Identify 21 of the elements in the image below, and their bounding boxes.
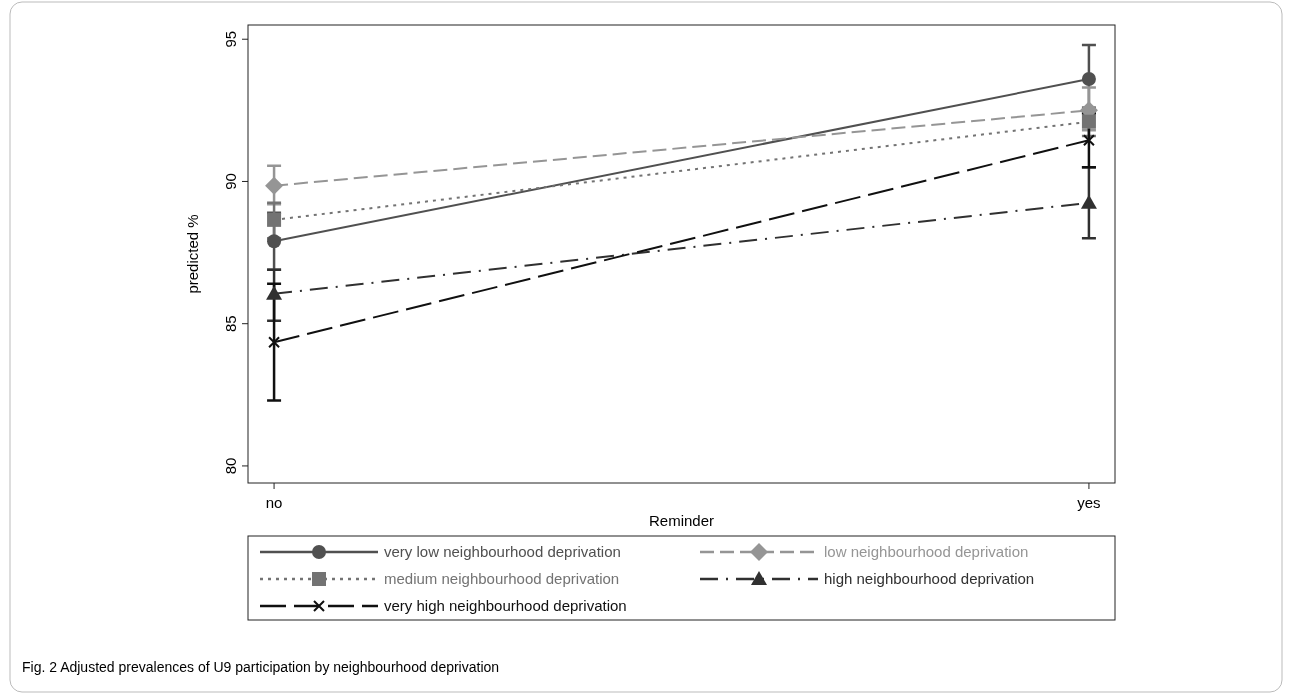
point: [268, 336, 281, 349]
x-axis-title: Reminder: [648, 512, 715, 529]
point: [265, 176, 284, 195]
point: [1082, 134, 1095, 147]
y-tick-label: 95: [222, 30, 239, 48]
text: medium neighbourhood deprivation: [384, 570, 620, 587]
text: high neighbourhood deprivation: [824, 570, 1035, 587]
point: [267, 234, 282, 249]
caption: Fig. 2 Adjusted prevalences of U9 participation by neighbourhood deprivation: [22, 659, 500, 675]
y-tick-label: 90: [222, 173, 239, 190]
point: [1081, 72, 1096, 87]
text: very high neighbourhood deprivation: [384, 597, 627, 614]
point: [1081, 114, 1096, 129]
text: very low neighbourhood deprivation: [384, 543, 621, 560]
x-tick-label: yes: [1077, 494, 1101, 511]
text: low neighbourhood deprivation: [824, 543, 1029, 560]
x-tick-label: no: [265, 494, 283, 511]
y-axis-title: predicted %: [184, 214, 201, 294]
y-tick-label: 80: [222, 457, 239, 475]
y-tick-label: 85: [222, 315, 239, 333]
point: [267, 212, 282, 227]
